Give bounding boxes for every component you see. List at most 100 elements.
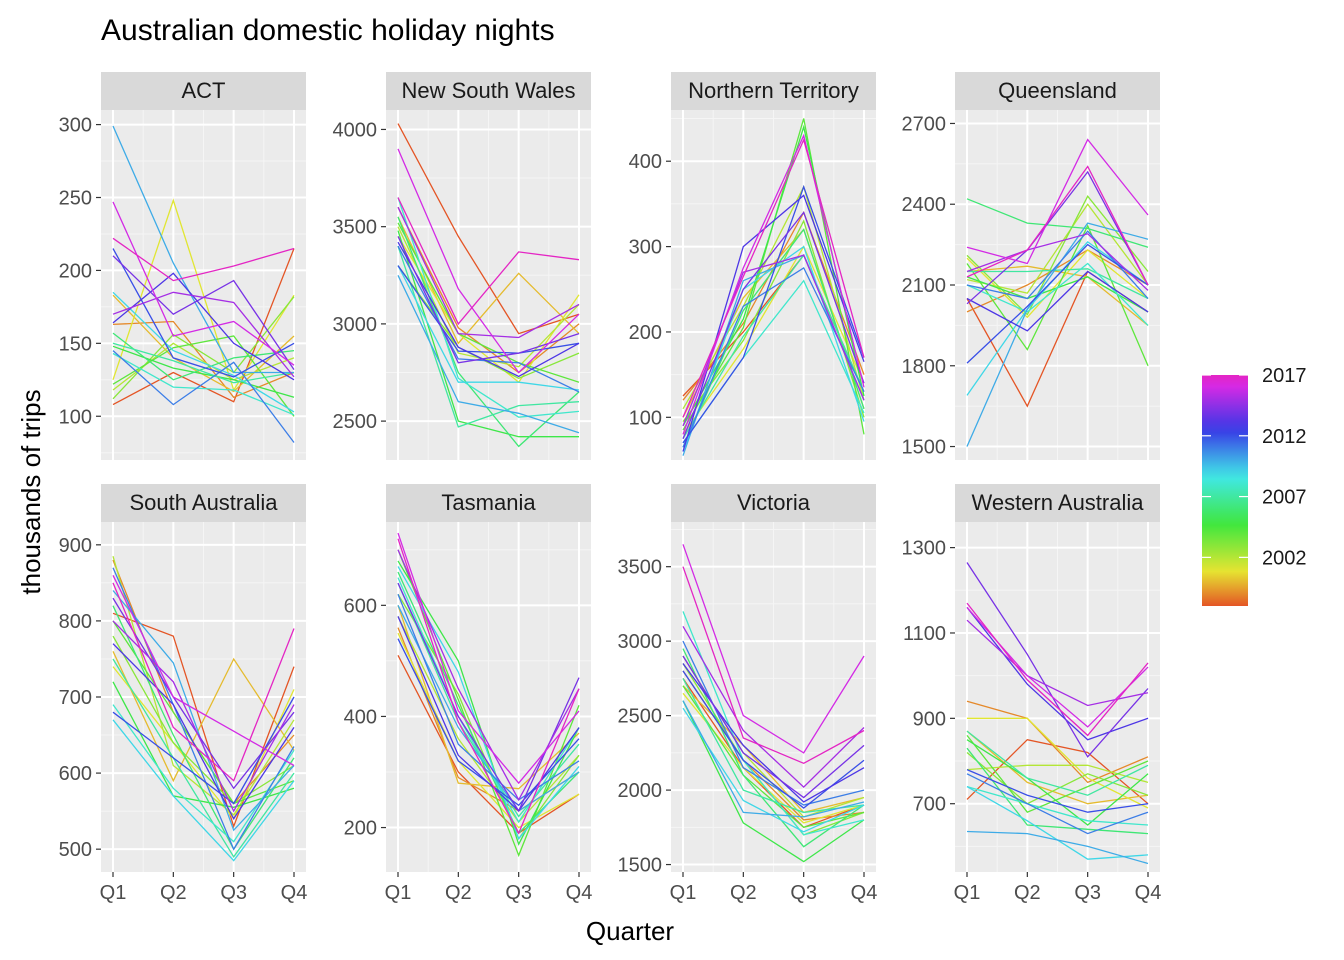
y-tick-label: 600 <box>59 763 92 785</box>
series-line-2015 <box>682 254 865 427</box>
series-line-2013 <box>397 616 580 812</box>
series-line-2016 <box>397 532 580 785</box>
series-line-2007 <box>112 342 295 384</box>
series-line-2002 <box>966 203 1149 294</box>
series-line-2005 <box>397 560 580 846</box>
y-tick-label: 2500 <box>333 411 378 433</box>
facet-strip <box>671 484 876 522</box>
facet-label: South Australia <box>130 490 279 515</box>
series-line-2009 <box>112 719 295 862</box>
series-line-2016 <box>966 138 1149 265</box>
series-line-2011 <box>682 266 865 448</box>
series-line-2017 <box>966 165 1149 286</box>
series-line-2012 <box>397 265 580 354</box>
series-line-2000 <box>397 216 580 345</box>
y-tick-label: 3000 <box>333 314 378 336</box>
series-line-2006 <box>966 747 1149 835</box>
series-line-2009 <box>397 265 580 391</box>
facet-label: Northern Territory <box>688 78 859 103</box>
series-line-2013 <box>397 241 580 378</box>
series-line-2012 <box>966 243 1149 364</box>
series-line-2000 <box>966 265 1149 326</box>
facet-strip <box>386 72 591 110</box>
series-line-2010 <box>682 700 865 818</box>
series-line-2003 <box>397 593 580 841</box>
series-line-2008 <box>112 704 295 843</box>
y-tick-label: 2700 <box>902 113 947 135</box>
series-line-2009 <box>112 291 295 413</box>
series-line-2017 <box>397 538 580 835</box>
panel-northern-territory: Northern Territory 100 200 300 400 <box>629 72 876 460</box>
series-line-2008 <box>397 197 580 418</box>
x-tick-label: Q4 <box>1135 882 1162 904</box>
series-line-1998 <box>397 655 580 834</box>
x-tick-label: Q3 <box>505 882 532 904</box>
y-tick-label: 3500 <box>618 557 663 579</box>
y-tick-label: 250 <box>59 188 92 210</box>
series-line-2010 <box>112 125 294 374</box>
y-tick-label: 400 <box>344 706 377 728</box>
facet-panels: ACT 100 150 200 250 300 New South Wales 2500 300… <box>59 72 1162 904</box>
series-line-2001 <box>397 632 580 829</box>
series-line-2004 <box>112 620 295 805</box>
series-line-1998 <box>397 123 580 335</box>
facet-label: Victoria <box>737 490 811 515</box>
facet-label: ACT <box>182 78 226 103</box>
series-line-2006 <box>112 605 295 851</box>
x-tick-label: Q1 <box>100 882 127 904</box>
series-line-2006 <box>682 648 865 848</box>
series-line-2010 <box>966 222 1149 447</box>
legend-label: 2017 <box>1262 365 1307 387</box>
series-line-2005 <box>966 739 1149 826</box>
series-line-2016 <box>112 201 295 366</box>
legend-label: 2002 <box>1262 547 1307 569</box>
series-line-2016 <box>397 148 580 374</box>
facet-strip <box>955 484 1160 522</box>
series-line-2007 <box>397 245 580 428</box>
y-tick-label: 3000 <box>618 631 663 653</box>
series-line-2013 <box>112 643 295 820</box>
y-tick-label: 1500 <box>902 437 947 459</box>
series-line-1999 <box>966 700 1149 784</box>
series-line-2013 <box>966 270 1149 332</box>
y-tick-label: 700 <box>913 794 946 816</box>
x-tick-label: Q1 <box>670 882 697 904</box>
y-tick-label: 200 <box>59 260 92 282</box>
series-line-2001 <box>967 717 1149 809</box>
y-tick-label: 1100 <box>903 623 946 645</box>
series-line-2012 <box>966 769 1149 813</box>
series-line-2000 <box>112 294 295 393</box>
x-tick-label: Q2 <box>160 882 187 904</box>
series-line-2001 <box>682 245 865 435</box>
series-line-2003 <box>112 635 295 805</box>
series-line-2007 <box>966 730 1149 796</box>
y-tick-label: 2400 <box>902 194 947 216</box>
series-line-2005 <box>682 700 865 863</box>
series-line-2011 <box>397 593 580 801</box>
facet-label: Queensland <box>998 78 1117 103</box>
x-tick-label: Q3 <box>790 882 817 904</box>
legend-colorbar <box>1202 375 1248 606</box>
facet-strip <box>386 484 591 522</box>
y-tick-label: 500 <box>59 839 92 861</box>
series-line-2002 <box>397 616 580 824</box>
series-line-2009 <box>682 707 865 833</box>
series-line-2011 <box>112 350 295 443</box>
panel-new-south-wales: New South Wales 2500 3000 3500 4000 <box>333 72 591 460</box>
series-line-2008 <box>966 262 1149 326</box>
panel-act: ACT 100 150 200 250 300 <box>59 72 306 460</box>
series-line-2002 <box>682 185 865 410</box>
series-line-2016 <box>682 133 865 435</box>
y-tick-label: 1500 <box>618 855 663 877</box>
y-tick-label: 2000 <box>618 780 663 802</box>
series-line-2015 <box>682 625 865 789</box>
series-line-2005 <box>397 230 579 438</box>
y-tick-label: 700 <box>59 687 92 709</box>
y-tick-label: 2100 <box>902 275 947 297</box>
series-line-2017 <box>682 137 865 418</box>
chart-title: Australian domestic holiday nights <box>101 14 555 47</box>
x-tick-label: Q2 <box>445 882 472 904</box>
y-tick-label: 100 <box>59 406 92 428</box>
series-line-2017 <box>112 582 295 782</box>
x-tick-label: Q3 <box>1074 882 1101 904</box>
